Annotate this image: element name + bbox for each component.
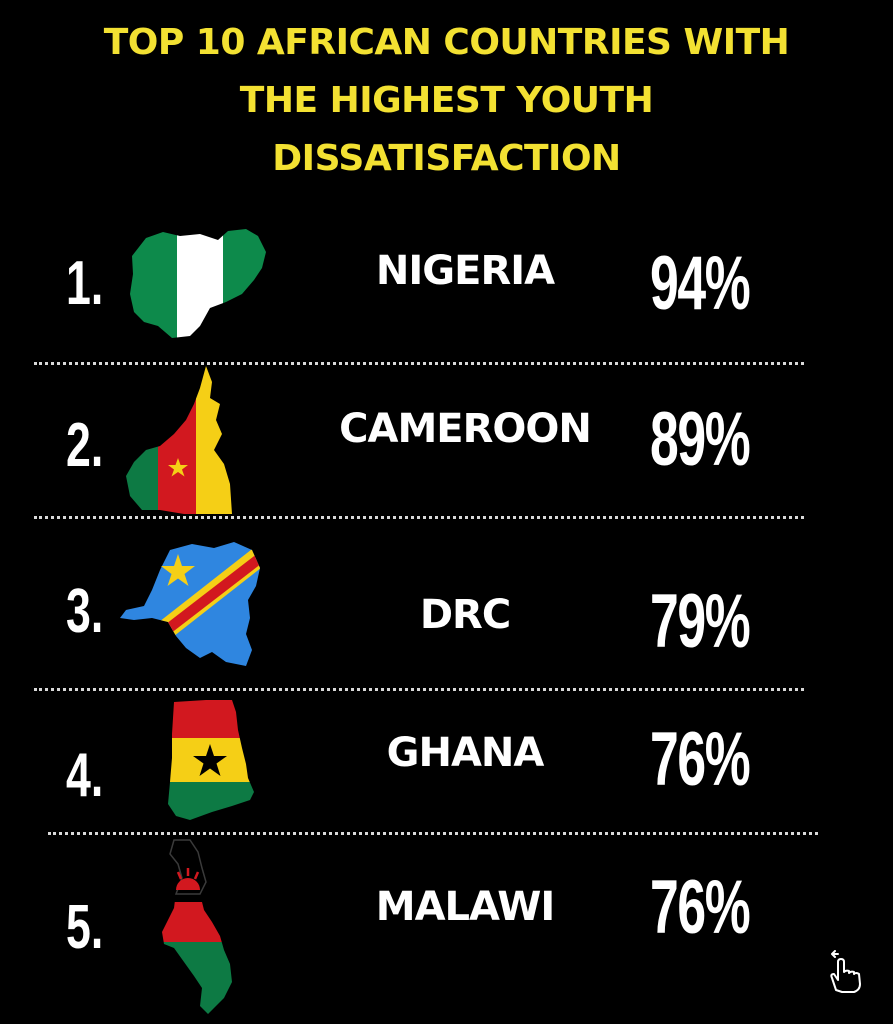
title-line-1: TOP 10 AFRICAN COUNTRIES WITH <box>103 22 790 63</box>
star-icon <box>161 554 195 586</box>
divider <box>48 832 818 835</box>
country-name: MALAWI <box>375 884 555 930</box>
star-icon <box>168 458 188 477</box>
rank-label: 3. <box>66 577 104 646</box>
country-name: GHANA <box>386 730 545 776</box>
list-item: 1. NIGERIA 94% <box>0 228 893 348</box>
drc-flag-map-icon <box>120 542 260 666</box>
rank-label: 5. <box>66 893 104 962</box>
country-name: NIGERIA <box>375 248 555 294</box>
divider <box>34 362 804 365</box>
list-item: 5. MALAWI 76% <box>0 838 893 1018</box>
star-icon <box>193 744 227 776</box>
rising-sun-icon <box>176 868 200 890</box>
list-item: 4. GHANA 76% <box>0 698 893 828</box>
malawi-flag-map-icon <box>162 839 232 1014</box>
country-name: DRC <box>419 592 511 638</box>
title-line-3: DISSATISFACTION <box>272 138 621 179</box>
title-line-2: THE HIGHEST YOUTH <box>239 80 654 121</box>
list-item: 2. CAMEROON 89% <box>0 362 893 517</box>
ghana-flag-map-icon <box>168 700 254 820</box>
rank-label: 1. <box>66 249 104 318</box>
percent-value: 79% <box>650 579 751 664</box>
page-title: TOP 10 AFRICAN COUNTRIES WITH THE HIGHES… <box>0 14 893 188</box>
rank-label: 4. <box>66 741 104 810</box>
percent-value: 76% <box>650 717 751 802</box>
nigeria-flag-map-icon <box>130 229 266 338</box>
percent-value: 76% <box>650 865 751 950</box>
divider <box>34 688 804 691</box>
list-item: 3. DRC 79% <box>0 534 893 684</box>
percent-value: 94% <box>650 241 751 326</box>
rank-label: 2. <box>66 411 104 480</box>
cameroon-flag-map-icon <box>126 366 232 514</box>
percent-value: 89% <box>650 397 751 482</box>
country-name: CAMEROON <box>339 406 592 452</box>
divider <box>34 516 804 519</box>
swipe-hand-icon[interactable] <box>826 950 866 994</box>
